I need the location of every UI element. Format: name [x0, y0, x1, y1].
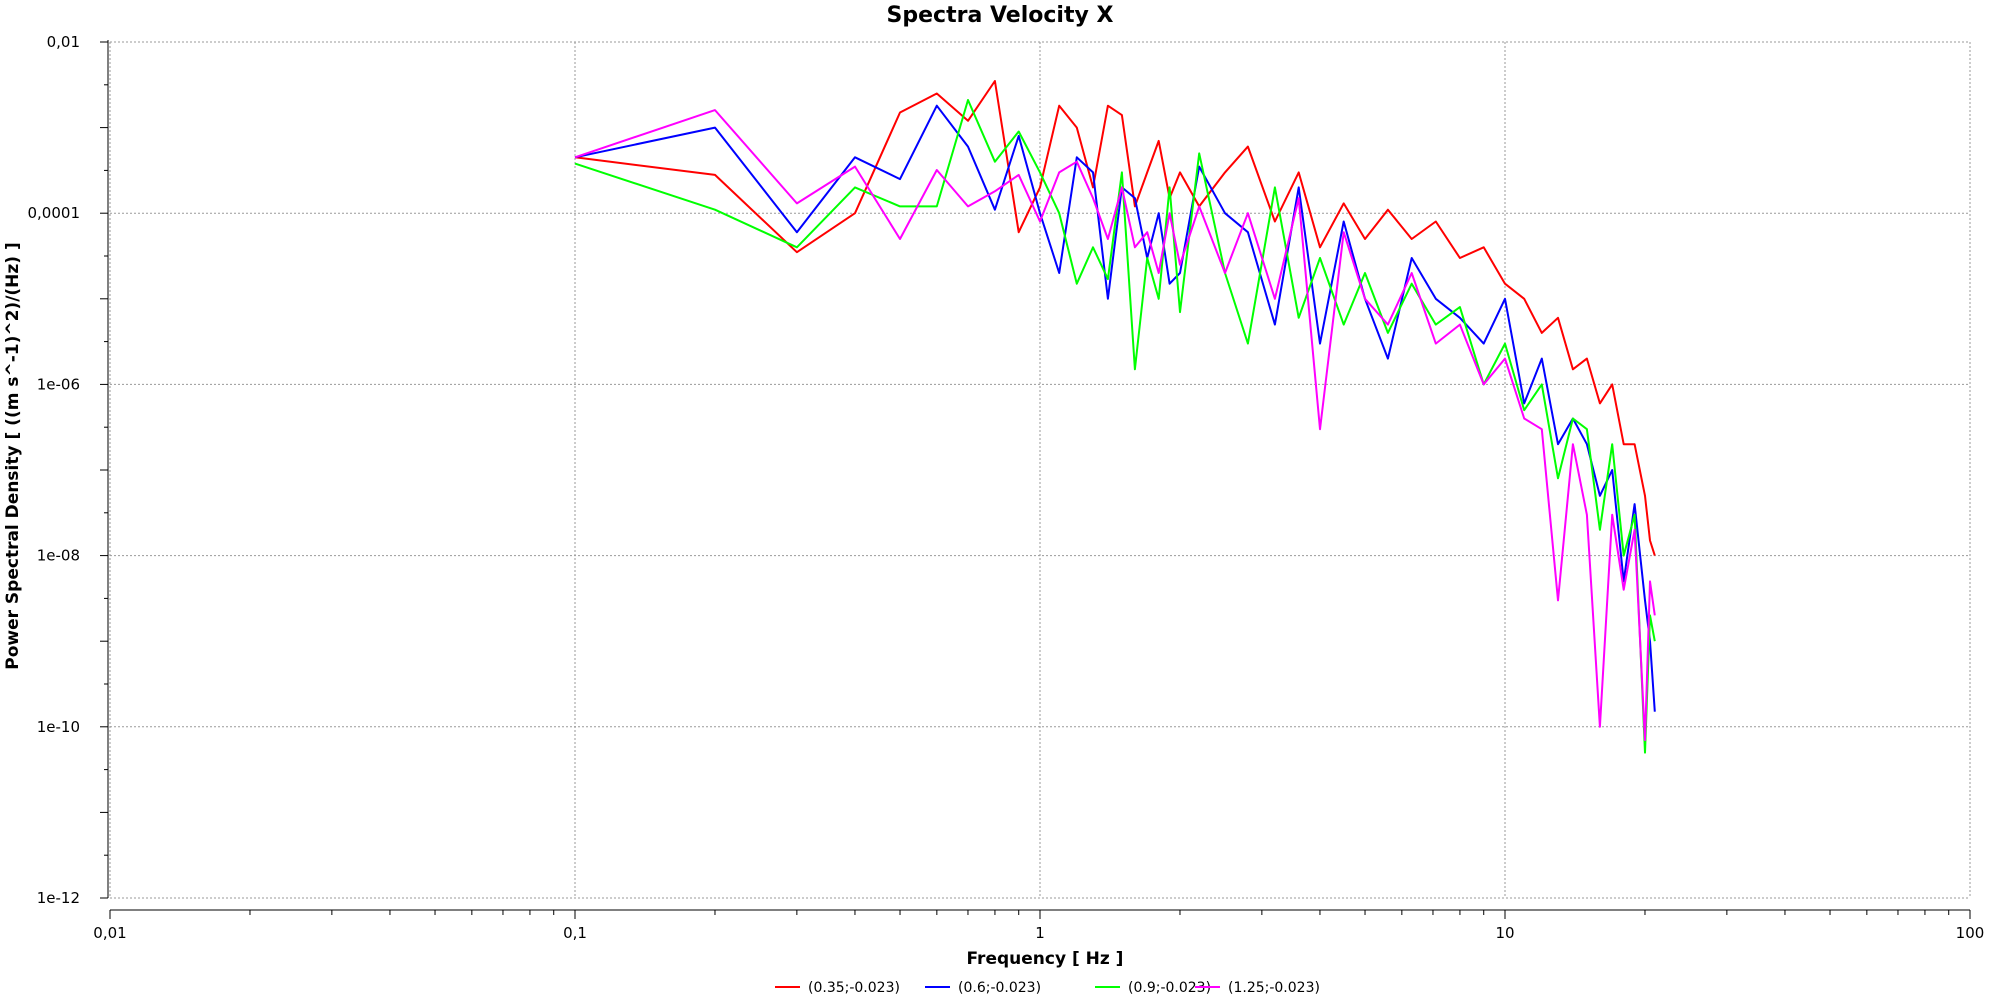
tick-labels: 0,01 0,1 1 10 100 0,01 0,0001 1e-06 1e-08 1e-10 1e…: [28, 33, 1985, 942]
chart-title: Spectra Velocity X: [887, 3, 1114, 28]
legend-label-4: (1.25;-0.023): [1228, 980, 1320, 996]
series-line-1: [574, 80, 1656, 556]
x-axis-title: Frequency [ Hz ]: [967, 949, 1124, 969]
y-axis-title: Power Spectral Density [ ((m s^-1)^2)/(H…: [3, 242, 23, 670]
series-line-3: [574, 99, 1656, 754]
y-tick-label: 1e-10: [37, 718, 80, 736]
legend-label-2: (0.6;-0.023): [958, 980, 1041, 996]
y-tick-label: 1e-06: [37, 375, 80, 393]
series-lines: [574, 80, 1656, 754]
axes: [100, 40, 1971, 919]
x-tick-label: 1: [1035, 924, 1045, 942]
x-tick-label: 100: [1956, 924, 1985, 942]
x-tick-label: 10: [1495, 924, 1514, 942]
x-tick-label: 0,01: [93, 924, 126, 942]
legend-label-3: (0.9;-0.023): [1128, 980, 1211, 996]
y-tick-label: 1e-12: [37, 889, 80, 907]
y-tick-label: 1e-08: [37, 547, 80, 565]
y-tick-label: 0,01: [47, 33, 80, 51]
series-line-2: [574, 104, 1656, 712]
legend: (0.35;-0.023) (0.6;-0.023) (0.9;-0.023) (1.…: [775, 980, 1320, 996]
y-tick-label: 0,0001: [28, 204, 81, 222]
x-tick-label: 0,1: [563, 924, 587, 942]
series-line-4: [574, 109, 1656, 742]
grid-lines: [109, 41, 1971, 899]
legend-label-1: (0.35;-0.023): [808, 980, 900, 996]
